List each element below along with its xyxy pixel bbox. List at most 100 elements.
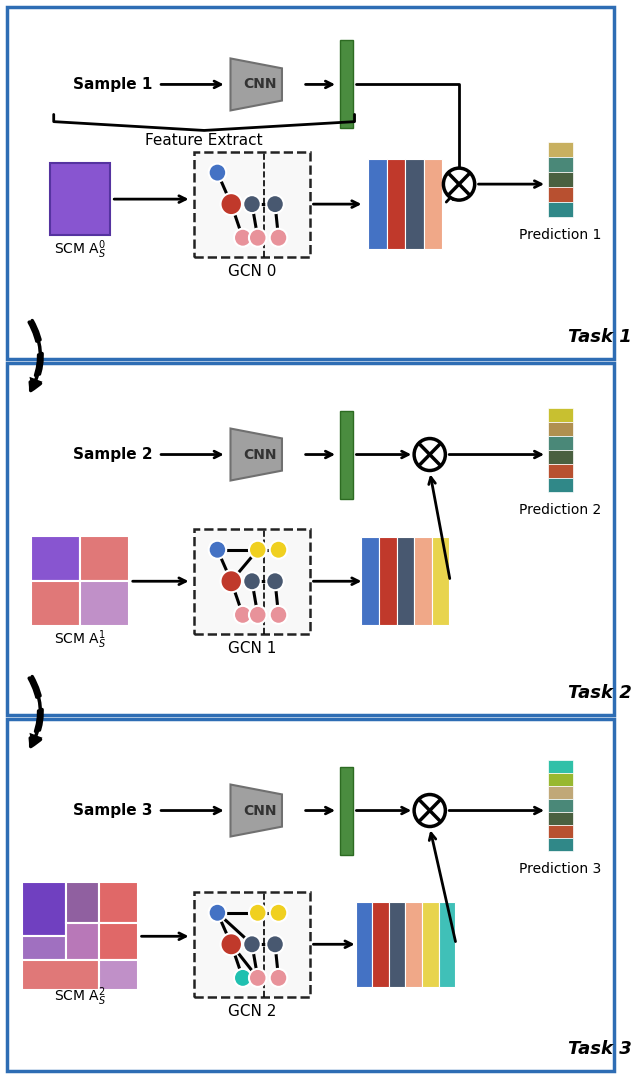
Circle shape [234, 229, 252, 246]
Bar [7, 363, 614, 715]
Circle shape [221, 933, 242, 956]
Bar [7, 719, 614, 1071]
Bar [368, 159, 387, 249]
Bar [439, 902, 455, 987]
Circle shape [443, 168, 474, 200]
FancyArrowPatch shape [29, 321, 43, 391]
Bar [356, 902, 372, 987]
Bar [80, 581, 129, 626]
Bar [99, 923, 138, 960]
Circle shape [270, 229, 287, 246]
Bar [548, 838, 573, 851]
Text: Task 2: Task 2 [568, 684, 632, 702]
Bar [99, 882, 138, 923]
Circle shape [414, 795, 445, 826]
Bar [405, 902, 422, 987]
Circle shape [209, 541, 226, 558]
Bar [66, 923, 99, 960]
Circle shape [249, 229, 266, 246]
Circle shape [243, 195, 261, 213]
Bar [389, 902, 405, 987]
Bar [22, 882, 66, 936]
Bar [340, 767, 353, 854]
Circle shape [234, 969, 252, 987]
Bar [99, 960, 138, 990]
Bar [422, 902, 439, 987]
Circle shape [270, 969, 287, 987]
Bar [50, 163, 111, 235]
Bar [548, 760, 573, 773]
Bar [548, 799, 573, 812]
Bar [340, 410, 353, 499]
Bar [414, 537, 432, 625]
Bar [405, 159, 424, 249]
Text: Sample 3: Sample 3 [73, 804, 152, 818]
FancyBboxPatch shape [195, 151, 310, 257]
Circle shape [266, 572, 284, 591]
Circle shape [414, 438, 445, 471]
Bar [548, 157, 573, 172]
Circle shape [266, 935, 284, 954]
Bar [66, 882, 99, 923]
Circle shape [209, 904, 226, 922]
Polygon shape [230, 429, 282, 481]
Bar [432, 537, 449, 625]
Text: Prediction 1: Prediction 1 [520, 228, 602, 242]
Bar [548, 172, 573, 187]
Polygon shape [230, 784, 282, 837]
Text: GCN 1: GCN 1 [228, 640, 276, 656]
Text: Feature Extract: Feature Extract [145, 133, 263, 148]
Bar [22, 960, 99, 990]
Bar [548, 202, 573, 217]
Text: GCN 0: GCN 0 [228, 264, 276, 279]
Polygon shape [230, 58, 282, 110]
Bar [548, 477, 573, 491]
Bar [7, 6, 614, 359]
Bar [548, 463, 573, 477]
Text: SCM A$_S^0$: SCM A$_S^0$ [54, 239, 106, 261]
Text: CNN: CNN [244, 804, 277, 818]
Circle shape [249, 904, 266, 922]
Circle shape [234, 606, 252, 624]
Bar [548, 812, 573, 825]
Circle shape [209, 163, 226, 181]
Text: Task 3: Task 3 [568, 1040, 632, 1058]
Circle shape [243, 935, 261, 954]
Bar [80, 537, 129, 581]
Bar [548, 407, 573, 421]
Text: Task 1: Task 1 [568, 328, 632, 346]
Circle shape [249, 541, 266, 558]
Circle shape [266, 195, 284, 213]
FancyArrowPatch shape [29, 676, 43, 746]
Bar [424, 159, 443, 249]
Text: Sample 1: Sample 1 [73, 77, 152, 92]
FancyBboxPatch shape [195, 892, 310, 997]
Text: Prediction 3: Prediction 3 [520, 862, 602, 876]
Bar [387, 159, 405, 249]
Bar [548, 141, 573, 157]
Bar [548, 421, 573, 435]
Bar [372, 902, 389, 987]
Bar [548, 773, 573, 786]
Text: SCM A$_S^1$: SCM A$_S^1$ [54, 627, 106, 650]
Text: Sample 2: Sample 2 [73, 447, 152, 462]
Text: Prediction 2: Prediction 2 [520, 502, 602, 516]
Bar [379, 537, 396, 625]
Bar [548, 435, 573, 449]
Circle shape [249, 969, 266, 987]
Text: CNN: CNN [244, 78, 277, 92]
Text: SCM A$_S^2$: SCM A$_S^2$ [54, 985, 106, 1008]
Circle shape [249, 606, 266, 624]
Text: CNN: CNN [244, 447, 277, 461]
Bar [548, 449, 573, 463]
Bar [22, 936, 66, 960]
Circle shape [221, 570, 242, 592]
Circle shape [270, 606, 287, 624]
Circle shape [221, 193, 242, 215]
Circle shape [243, 572, 261, 591]
Bar [361, 537, 379, 625]
Bar [548, 187, 573, 202]
Circle shape [270, 541, 287, 558]
Text: GCN 2: GCN 2 [228, 1003, 276, 1018]
Bar [548, 786, 573, 799]
